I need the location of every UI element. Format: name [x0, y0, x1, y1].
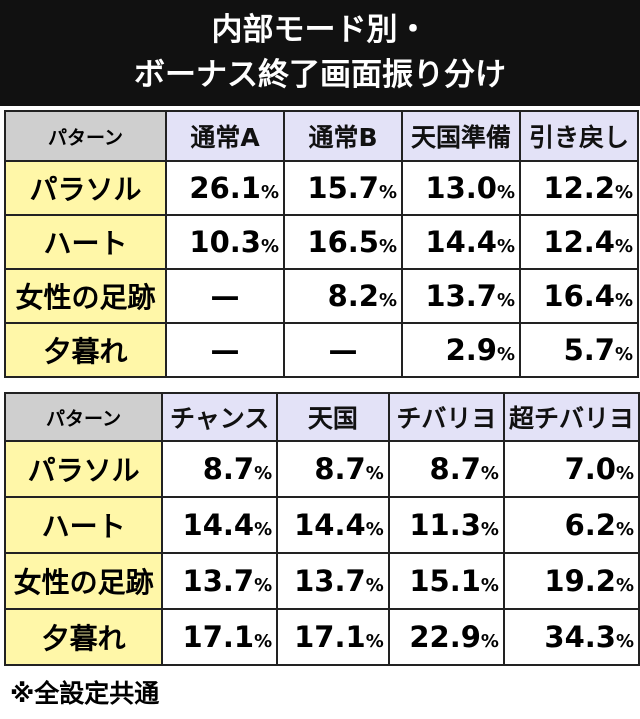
header-cell: パターン: [4, 110, 167, 162]
value-cell: 8.7%: [161, 440, 279, 498]
value-cell: 15.7%: [283, 160, 403, 216]
value-cell: 11.3%: [387, 496, 505, 554]
value-cell: —: [283, 322, 403, 378]
value-cell: 14.4%: [276, 496, 390, 554]
value-cell: 13.7%: [161, 552, 279, 610]
header-cell: 天国: [276, 392, 390, 442]
value-cell: 2.9%: [401, 322, 521, 378]
value-cell: —: [165, 322, 285, 378]
table-row: ハート 10.3% 16.5% 14.4% 12.4%: [4, 214, 639, 270]
value-cell: 19.2%: [502, 552, 640, 610]
value-cell: 15.1%: [387, 552, 505, 610]
row-label: ハート: [3, 496, 164, 554]
footnote: ※全設定共通: [10, 679, 160, 708]
header-cell: 超チバリヨ: [502, 392, 640, 442]
header-cell: パターン: [3, 392, 164, 442]
value-cell: 26.1%: [165, 160, 285, 216]
value-cell: 14.4%: [161, 496, 279, 554]
value-cell: 6.2%: [502, 496, 640, 554]
table: パターン 通常A 通常B 天国準備 引き戻し パラソル 26.1% 15.7% 13.0% 12.…: [4, 110, 639, 378]
table-row: 夕暮れ — —2.9% 5.7%: [4, 322, 639, 378]
value-cell: 8.2%: [283, 268, 403, 324]
header-cell: チバリヨ: [387, 392, 505, 442]
table-row: 女性の足跡 13.7% 13.7% 15.1% 19.2%: [3, 552, 640, 610]
header-cell: チャンス: [161, 392, 279, 442]
value-cell: 12.4%: [519, 214, 639, 270]
value-cell: 8.7%: [387, 440, 505, 498]
row-label: 女性の足跡: [4, 268, 167, 324]
value-cell: 14.4%: [401, 214, 521, 270]
value-cell: 13.0%: [401, 160, 521, 216]
value-cell: 34.3%: [502, 608, 640, 666]
value-cell: 5.7%: [519, 322, 639, 378]
header-cell: 通常B: [283, 110, 403, 162]
value-cell: 22.9%: [387, 608, 505, 666]
table-row: 夕暮れ 17.1% 17.1% 22.9% 34.3%: [3, 608, 640, 666]
table-row: パラソル 26.1% 15.7% 13.0% 12.2%: [4, 160, 639, 216]
table-row: パターン 通常A 通常B 天国準備 引き戻し: [4, 110, 639, 162]
value-cell: 8.7%: [276, 440, 390, 498]
value-cell: 16.4%: [519, 268, 639, 324]
row-label: 女性の足跡: [3, 552, 164, 610]
value-cell: 13.7%: [401, 268, 521, 324]
header-cell: 引き戻し: [519, 110, 639, 162]
title-band: 内部モード別・ ボーナス終了画面振り分け: [0, 0, 640, 106]
value-cell: 12.2%: [519, 160, 639, 216]
row-label: パラソル: [3, 440, 164, 498]
row-label: パラソル: [4, 160, 167, 216]
table-row: パターン チャンス 天国 チバリヨ 超チバリヨ: [3, 392, 640, 442]
title-line: 内部モード別・: [211, 12, 429, 48]
value-cell: 10.3%: [165, 214, 285, 270]
value-cell: 17.1%: [161, 608, 279, 666]
value-cell: —: [165, 268, 285, 324]
value-cell: 13.7%: [276, 552, 390, 610]
title-line: ボーナス終了画面振り分け: [134, 57, 506, 93]
header-cell: 天国準備: [401, 110, 521, 162]
value-cell: 17.1%: [276, 608, 390, 666]
row-label: ハート: [4, 214, 167, 270]
table-row: ハート 14.4% 14.4% 11.3% 6.2%: [3, 496, 640, 554]
table: パターン チャンス 天国 チバリヨ 超チバリヨ パラソル 8.7% 8.7% 8.7% 7.0% ハ…: [3, 392, 640, 666]
table-row: パラソル 8.7% 8.7% 8.7% 7.0%: [3, 440, 640, 498]
table-row: 女性の足跡 —8.2% 13.7% 16.4%: [4, 268, 639, 324]
value-cell: 7.0%: [502, 440, 640, 498]
row-label: 夕暮れ: [4, 322, 167, 378]
header-cell: 通常A: [165, 110, 285, 162]
value-cell: 16.5%: [283, 214, 403, 270]
row-label: 夕暮れ: [3, 608, 164, 666]
